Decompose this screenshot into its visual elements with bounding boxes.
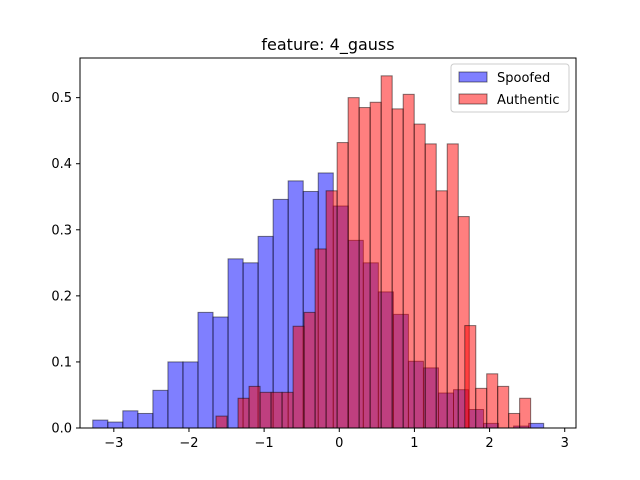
x-tick-label: 1 bbox=[410, 436, 418, 451]
bar-spoofed-8 bbox=[212, 316, 229, 429]
legend-label-spoofed: Spoofed bbox=[497, 71, 550, 86]
bar-authentic-tail-5 bbox=[519, 397, 532, 429]
bar-authentic-tail-2 bbox=[486, 373, 499, 429]
bar-authentic-17 bbox=[402, 93, 415, 429]
bar-authentic-tail-3 bbox=[497, 385, 510, 429]
axes-frame bbox=[79, 57, 577, 429]
bar-authentic-21 bbox=[446, 143, 459, 429]
y-tick-label: 0.0 bbox=[51, 422, 72, 437]
legend: Spoofed Authentic bbox=[450, 63, 570, 113]
x-tick-label: −2 bbox=[179, 436, 198, 451]
bar-spoofed-6 bbox=[182, 361, 199, 429]
bar-authentic-14 bbox=[369, 101, 382, 429]
chart-title: feature: 4_gauss bbox=[261, 35, 394, 55]
bar-authentic-10 bbox=[325, 190, 338, 429]
bar-authentic-2 bbox=[237, 397, 250, 429]
legend-label-authentic: Authentic bbox=[497, 93, 560, 108]
bar-authentic-16 bbox=[391, 108, 404, 429]
bar-authentic-20 bbox=[435, 190, 448, 429]
x-tick-label: 0 bbox=[335, 436, 343, 451]
bar-authentic-19 bbox=[424, 143, 437, 429]
y-tick-label: 0.3 bbox=[51, 223, 72, 238]
x-tick-label: 3 bbox=[561, 436, 569, 451]
bar-authentic-5 bbox=[270, 391, 283, 429]
bar-spoofed-7 bbox=[197, 311, 214, 429]
bar-authentic-9 bbox=[314, 248, 327, 429]
bar-authentic-15 bbox=[380, 75, 393, 429]
bars-layer bbox=[92, 75, 545, 429]
legend-swatch-spoofed bbox=[458, 71, 488, 83]
x-axis: −3 −2 −1 0 1 2 3 bbox=[104, 428, 569, 451]
bar-spoofed-0 bbox=[92, 419, 109, 429]
bar-authentic-3 bbox=[248, 385, 261, 429]
bar-authentic-4 bbox=[259, 391, 272, 429]
y-tick-label: 0.4 bbox=[51, 157, 72, 172]
bar-spoofed-5 bbox=[167, 361, 184, 429]
bar-authentic-tail-0 bbox=[464, 325, 477, 429]
bar-authentic-13 bbox=[358, 107, 371, 429]
bar-authentic-0 bbox=[215, 415, 228, 429]
bar-authentic-7 bbox=[292, 325, 305, 429]
legend-swatch-authentic bbox=[458, 93, 488, 105]
y-tick-label: 0.2 bbox=[51, 289, 72, 304]
x-tick-label: −1 bbox=[255, 436, 274, 451]
bar-authentic-12 bbox=[347, 97, 360, 429]
y-tick-label: 0.1 bbox=[51, 355, 72, 370]
bar-authentic-6 bbox=[281, 391, 294, 429]
bar-spoofed-4 bbox=[152, 389, 169, 429]
bar-authentic-8 bbox=[303, 311, 316, 429]
x-tick-label: −3 bbox=[104, 436, 123, 451]
bar-spoofed-3 bbox=[137, 412, 154, 429]
bar-authentic-tail-4 bbox=[508, 412, 521, 429]
bar-spoofed-1 bbox=[107, 421, 124, 429]
y-axis: 0.0 0.1 0.2 0.3 0.4 0.5 bbox=[51, 91, 80, 437]
bar-authentic-tail-1 bbox=[475, 387, 488, 429]
x-tick-label: 2 bbox=[485, 436, 493, 451]
bar-authentic-18 bbox=[413, 123, 426, 429]
bar-authentic-11 bbox=[336, 142, 349, 429]
y-tick-label: 0.5 bbox=[51, 91, 72, 106]
bar-spoofed-2 bbox=[122, 410, 139, 429]
